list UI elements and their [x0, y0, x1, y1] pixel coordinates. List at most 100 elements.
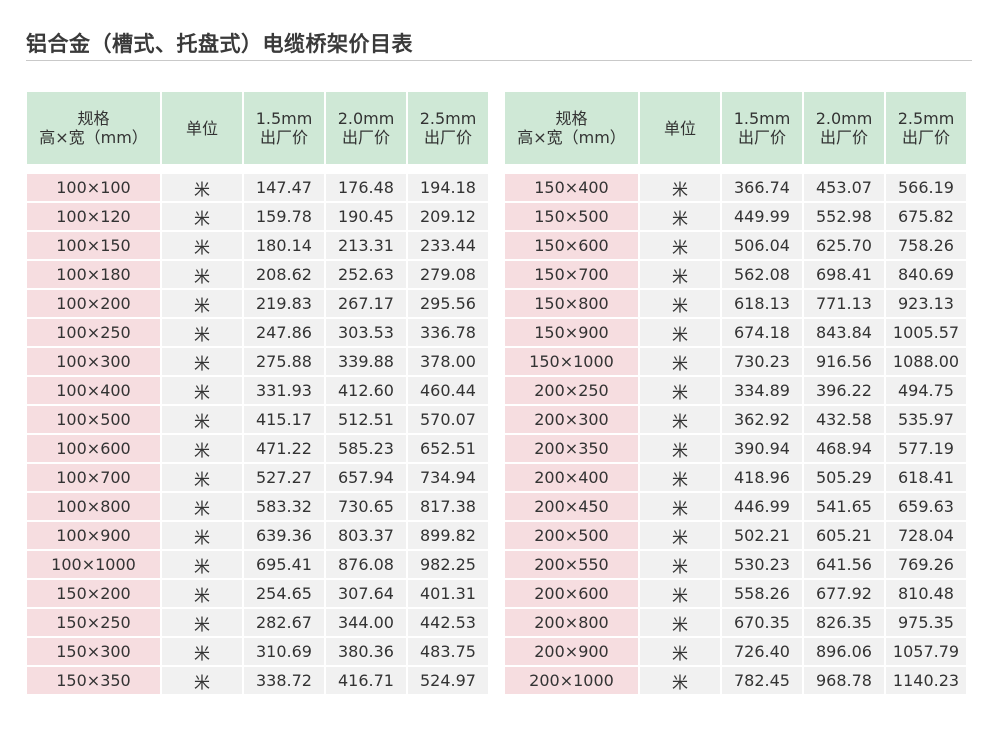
price-2-0mm-cell: 339.88 [326, 348, 406, 375]
table-row: 150×200 米 254.65 307.64 401.31 [27, 580, 488, 607]
header-thickness: 2.0mm [815, 109, 873, 128]
spec-cell: 100×800 [27, 493, 160, 520]
price-2-5mm-cell: 1140.23 [886, 667, 966, 694]
table-row: 200×450 米 446.99 541.65 659.63 [505, 493, 966, 520]
table-row: 150×250 米 282.67 344.00 442.53 [27, 609, 488, 636]
price-2-0mm-cell: 803.37 [326, 522, 406, 549]
spec-cell: 150×700 [505, 261, 638, 288]
header-spacer-cell [27, 166, 488, 172]
spec-cell: 100×120 [27, 203, 160, 230]
table-header-row: 规格 高×宽（mm） 单位 1.5mm 出厂价 2.0mm 出厂价 2.5mm … [505, 92, 966, 164]
unit-cell: 米 [162, 406, 242, 433]
price-2-0mm-cell: 453.07 [804, 174, 884, 201]
spec-cell: 150×900 [505, 319, 638, 346]
unit-cell: 米 [640, 522, 720, 549]
price-1-5mm-cell: 449.99 [722, 203, 802, 230]
unit-cell: 米 [162, 522, 242, 549]
spec-cell: 100×200 [27, 290, 160, 317]
table-row: 100×120 米 159.78 190.45 209.12 [27, 203, 488, 230]
price-1-5mm-cell: 415.17 [244, 406, 324, 433]
table-row: 100×700 米 527.27 657.94 734.94 [27, 464, 488, 491]
unit-cell: 米 [640, 638, 720, 665]
unit-cell: 米 [162, 638, 242, 665]
unit-cell: 米 [640, 609, 720, 636]
price-1-5mm-cell: 362.92 [722, 406, 802, 433]
price-2-0mm-cell: 252.63 [326, 261, 406, 288]
price-2-5mm-cell: 295.56 [408, 290, 488, 317]
price-2-0mm-cell: 468.94 [804, 435, 884, 462]
price-table-left-body: 100×100 米 147.47 176.48 194.18 100×120 米 159.78… [27, 166, 488, 694]
header-price-label: 出厂价 [423, 128, 472, 147]
price-2-5mm-cell: 378.00 [408, 348, 488, 375]
price-1-5mm-cell: 446.99 [722, 493, 802, 520]
table-row: 150×600 米 506.04 625.70 758.26 [505, 232, 966, 259]
unit-cell: 米 [640, 551, 720, 578]
spec-cell: 100×400 [27, 377, 160, 404]
spec-cell: 200×450 [505, 493, 638, 520]
unit-cell: 米 [640, 348, 720, 375]
unit-cell: 米 [162, 232, 242, 259]
page-title: 铝合金（槽式、托盘式）电缆桥架价目表 [26, 32, 413, 56]
unit-cell: 米 [162, 609, 242, 636]
table-row: 150×900 米 674.18 843.84 1005.57 [505, 319, 966, 346]
price-2-5mm-cell: 758.26 [886, 232, 966, 259]
table-row: 150×350 米 338.72 416.71 524.97 [27, 667, 488, 694]
unit-cell: 米 [640, 667, 720, 694]
price-2-5mm-cell: 336.78 [408, 319, 488, 346]
price-2-0mm-cell: 505.29 [804, 464, 884, 491]
table-row: 100×500 米 415.17 512.51 570.07 [27, 406, 488, 433]
price-2-5mm-cell: 566.19 [886, 174, 966, 201]
unit-cell: 米 [162, 290, 242, 317]
price-1-5mm-cell: 254.65 [244, 580, 324, 607]
table-row: 200×550 米 530.23 641.56 769.26 [505, 551, 966, 578]
price-2-5mm-cell: 923.13 [886, 290, 966, 317]
price-2-5mm-cell: 734.94 [408, 464, 488, 491]
price-2-5mm-cell: 279.08 [408, 261, 488, 288]
price-1-5mm-cell: 618.13 [722, 290, 802, 317]
table-row: 200×400 米 418.96 505.29 618.41 [505, 464, 966, 491]
price-1-5mm-cell: 219.83 [244, 290, 324, 317]
spec-cell: 200×1000 [505, 667, 638, 694]
header-unit-label: 单位 [663, 118, 696, 138]
price-2-0mm-cell: 344.00 [326, 609, 406, 636]
price-1-5mm-cell: 247.86 [244, 319, 324, 346]
unit-cell: 米 [640, 261, 720, 288]
price-2-0mm-cell: 843.84 [804, 319, 884, 346]
unit-cell: 米 [640, 435, 720, 462]
price-2-5mm-cell: 442.53 [408, 609, 488, 636]
spec-cell: 150×300 [27, 638, 160, 665]
price-1-5mm-cell: 730.23 [722, 348, 802, 375]
price-1-5mm-cell: 282.67 [244, 609, 324, 636]
header-thickness: 2.0mm [337, 109, 395, 128]
header-price-2-5mm: 2.5mm 出厂价 [886, 92, 966, 164]
unit-cell: 米 [162, 464, 242, 491]
price-1-5mm-cell: 208.62 [244, 261, 324, 288]
spec-cell: 200×600 [505, 580, 638, 607]
table-row: 100×300 米 275.88 339.88 378.00 [27, 348, 488, 375]
unit-cell: 米 [162, 667, 242, 694]
price-1-5mm-cell: 418.96 [722, 464, 802, 491]
unit-cell: 米 [162, 261, 242, 288]
header-price-label: 出厂价 [901, 128, 950, 147]
price-1-5mm-cell: 558.26 [722, 580, 802, 607]
price-1-5mm-cell: 674.18 [722, 319, 802, 346]
unit-cell: 米 [640, 290, 720, 317]
price-2-5mm-cell: 975.35 [886, 609, 966, 636]
header-thickness: 1.5mm [255, 109, 313, 128]
price-1-5mm-cell: 275.88 [244, 348, 324, 375]
header-unit: 单位 [640, 92, 720, 164]
price-2-0mm-cell: 396.22 [804, 377, 884, 404]
header-price-2-0mm: 2.0mm 出厂价 [326, 92, 406, 164]
price-2-0mm-cell: 677.92 [804, 580, 884, 607]
table-row: 200×300 米 362.92 432.58 535.97 [505, 406, 966, 433]
price-2-5mm-cell: 817.38 [408, 493, 488, 520]
header-price-label: 出厂价 [259, 128, 308, 147]
unit-cell: 米 [640, 203, 720, 230]
unit-cell: 米 [162, 174, 242, 201]
price-2-5mm-cell: 209.12 [408, 203, 488, 230]
spec-cell: 150×600 [505, 232, 638, 259]
price-2-5mm-cell: 570.07 [408, 406, 488, 433]
table-row: 200×1000 米 782.45 968.78 1140.23 [505, 667, 966, 694]
price-table-right-body: 150×400 米 366.74 453.07 566.19 150×500 米 449.99… [505, 166, 966, 694]
header-thickness: 2.5mm [897, 109, 955, 128]
